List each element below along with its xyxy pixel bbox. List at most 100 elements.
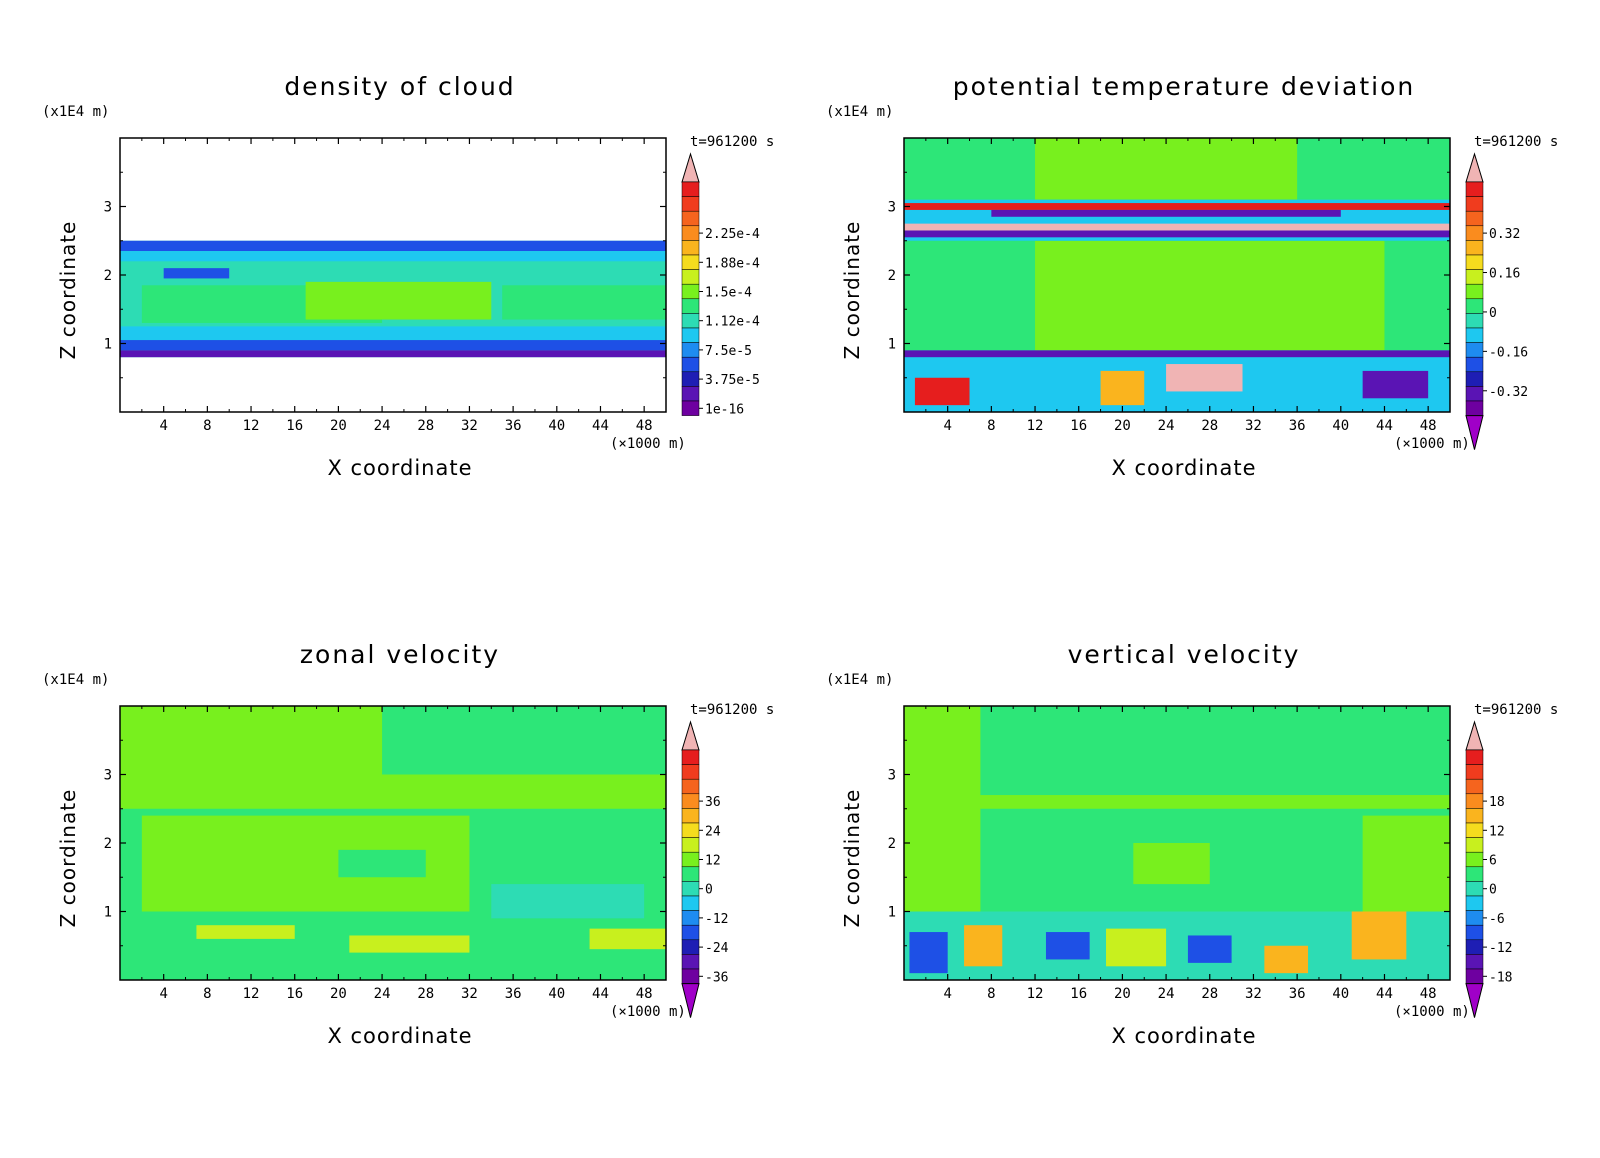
x-tick-label: 44	[592, 418, 609, 434]
x-tick-label: 48	[636, 986, 653, 1002]
colorbar-label: 24	[705, 824, 721, 839]
colorbar-swatch	[681, 386, 700, 402]
colorbar-swatch	[1465, 240, 1484, 256]
chart-title: density of cloud	[284, 72, 516, 101]
colorbar-label: 0	[1489, 883, 1497, 898]
colorbar-label: -12	[1489, 941, 1512, 956]
x-tick-label: 12	[1027, 986, 1044, 1002]
colorbar-swatch	[1465, 851, 1484, 868]
colorbar-swatch	[1465, 866, 1484, 882]
contour-region-7	[909, 932, 948, 974]
x-tick-label: 12	[243, 986, 260, 1002]
colorbar: 36 24 12 0 -12 -24 -36	[681, 720, 729, 1018]
x-tick-label: 28	[1201, 418, 1218, 434]
contour-region-2	[1035, 138, 1298, 200]
colorbar-swatch	[681, 793, 700, 809]
colorbar-swatch	[681, 939, 700, 955]
x-unit-label: (×1000 m)	[1394, 1004, 1470, 1020]
x-tick-label: 4	[159, 986, 167, 1002]
contour-region-3	[904, 706, 981, 912]
x-tick-label: 40	[548, 418, 565, 434]
colorbar-swatch	[1465, 225, 1484, 241]
contour-region-11	[1100, 370, 1145, 406]
contour-region-5	[338, 849, 426, 878]
x-tick-label: 8	[987, 418, 995, 434]
colorbar-swatch	[681, 910, 700, 926]
colorbar-extend-max	[681, 152, 700, 183]
y-tick-label: 2	[104, 268, 112, 284]
colorbar-extend-min	[1465, 983, 1484, 1018]
colorbar-swatch	[1465, 822, 1484, 838]
x-tick-label: 4	[943, 418, 951, 434]
colorbar-extend-max	[1465, 720, 1484, 751]
contour-region-1	[904, 795, 1450, 809]
colorbar-swatch	[681, 181, 700, 197]
colorbar-swatch	[1465, 269, 1484, 285]
x-axis-label: X coordinate	[1111, 456, 1257, 480]
y-tick-label: 1	[104, 905, 112, 921]
x-tick-label: 36	[1289, 418, 1306, 434]
contour-region-6	[904, 230, 1450, 238]
colorbar-swatch	[681, 210, 700, 227]
colorbar-swatch	[1465, 356, 1484, 373]
x-tick-label: 40	[1332, 418, 1349, 434]
colorbar-swatch	[681, 851, 700, 868]
colorbar-label: 18	[1489, 795, 1505, 810]
colorbar-swatch	[1465, 327, 1484, 343]
colorbar-swatch	[1465, 371, 1484, 387]
x-tick-label: 20	[330, 986, 347, 1002]
colorbar-label: 1e-16	[705, 402, 744, 417]
colorbar-label: 12	[705, 854, 721, 869]
time-label: t=961200 s	[1474, 134, 1559, 150]
contour-fill	[120, 706, 666, 980]
x-tick-label: 16	[286, 418, 303, 434]
y-tick-label: 3	[888, 768, 896, 784]
y-tick-label: 2	[888, 836, 896, 852]
colorbar-swatch	[1465, 749, 1484, 765]
x-unit-label: (×1000 m)	[610, 436, 686, 452]
contour-region-4	[305, 281, 492, 320]
colorbar-swatch	[1465, 313, 1484, 329]
colorbar-label: 0	[705, 883, 713, 898]
colorbar-label: -18	[1489, 970, 1512, 985]
y-axis-label: Z coordinate	[56, 220, 80, 360]
contour-region-8	[120, 350, 666, 358]
plot-area: 4 8 12 16 20 24 28 32 36 40 44 481230.320.160-0.16-…	[888, 137, 1528, 450]
y-tick-label: 2	[104, 836, 112, 852]
colorbar-swatch	[681, 837, 700, 853]
colorbar-swatch	[681, 808, 700, 824]
colorbar-swatch	[681, 356, 700, 373]
colorbar-label: 0.16	[1489, 267, 1520, 282]
y-axis-label: Z coordinate	[840, 220, 864, 360]
colorbar-swatch	[1465, 254, 1484, 270]
y-axis-label: Z coordinate	[840, 788, 864, 928]
x-tick-label: 16	[1070, 986, 1087, 1002]
x-tick-label: 44	[1376, 986, 1393, 1002]
x-tick-label: 44	[592, 986, 609, 1002]
colorbar-swatch	[1465, 210, 1484, 227]
colorbar-swatch	[681, 371, 700, 387]
colorbar-label: 36	[705, 795, 721, 810]
colorbar-swatch	[681, 196, 700, 212]
chart-title: vertical velocity	[1067, 640, 1301, 669]
colorbar-swatch	[681, 954, 700, 970]
contour-region-13	[1362, 370, 1429, 399]
contour-region-10	[1106, 928, 1167, 967]
colorbar-label: -0.32	[1489, 385, 1528, 400]
contour-region-5	[991, 209, 1341, 217]
colorbar-swatch	[681, 749, 700, 765]
colorbar-swatch	[681, 298, 700, 314]
colorbar-swatch	[681, 764, 700, 780]
colorbar-extend-max	[681, 720, 700, 751]
colorbar-swatch	[681, 327, 700, 343]
contour-region-6	[491, 884, 645, 919]
y-unit-label: (x1E4 m)	[826, 672, 894, 688]
colorbar-swatch	[1465, 181, 1484, 197]
colorbar-swatch	[681, 269, 700, 285]
x-tick-label: 48	[1420, 418, 1437, 434]
x-tick-label: 20	[1114, 986, 1131, 1002]
contour-region-13	[1351, 911, 1407, 960]
x-tick-label: 24	[374, 418, 391, 434]
contour-region-1	[1035, 240, 1385, 351]
x-tick-label: 28	[1201, 986, 1218, 1002]
